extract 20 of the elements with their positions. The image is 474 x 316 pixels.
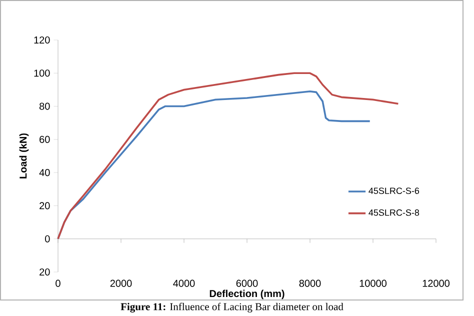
text: Figure 11: Influence of Lacing Bar diameter on load	[120, 302, 344, 312]
y-axis-title: Load (kN)	[19, 133, 29, 178]
x-tick-label: 4000	[173, 280, 195, 287]
y-tick-label: 0	[45, 235, 50, 242]
x-tick-label: 0	[56, 280, 60, 287]
x-tick-label: 2000	[110, 280, 132, 287]
y-tick-label: 20	[40, 202, 50, 210]
legend-label: 45SLRC-S-8	[368, 209, 420, 216]
legend-label: 45SLRC-S-6	[368, 188, 420, 194]
y-tick-label: 40	[39, 169, 50, 176]
y-tick-label: 120	[34, 36, 50, 44]
y-tick-label: 20	[40, 268, 50, 276]
x-tick-label: 6000	[236, 280, 258, 287]
x-tick-label: 8000	[299, 280, 321, 287]
x-tick-label: 12000	[422, 280, 450, 287]
y-tick-label: 60	[40, 136, 50, 143]
y-tick-label: 80	[40, 102, 50, 110]
x-tick-label: 10000	[360, 280, 387, 287]
y-tick-label: 100	[34, 70, 50, 77]
x-axis-title: Deflection (mm)	[210, 290, 284, 300]
